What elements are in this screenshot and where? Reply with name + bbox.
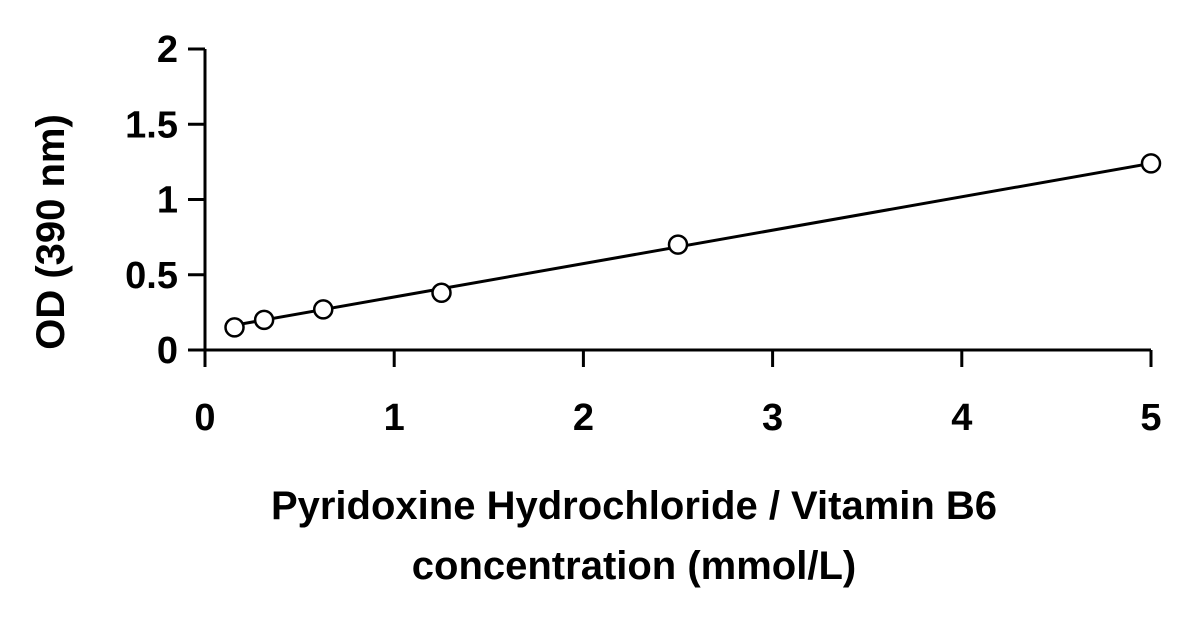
y-tick-label: 0: [157, 330, 178, 372]
x-tick-label: 2: [573, 397, 594, 439]
y-tick-label: 0.5: [125, 255, 178, 297]
x-tick-label: 3: [762, 397, 783, 439]
data-point: [313, 299, 334, 320]
ticks: 0 0.5 1 1.5 2 0 1 2 3 4 5: [125, 29, 1161, 439]
x-tick-label: 1: [384, 397, 405, 439]
data-point: [667, 234, 689, 255]
y-tick-label: 2: [157, 29, 178, 71]
y-tick-label: 1: [157, 180, 178, 222]
x-tick-label: 5: [1140, 397, 1161, 439]
axis-titles: OD (390 nm) Pyridoxine Hydrochloride / V…: [29, 114, 997, 588]
trendline: [234, 161, 1152, 327]
data-points: [224, 153, 1162, 338]
data-point: [1140, 153, 1162, 174]
data-point: [224, 317, 245, 338]
y-tick-label: 1.5: [125, 104, 178, 146]
data-point: [431, 282, 452, 304]
y-axis-title: OD (390 nm): [29, 114, 73, 350]
trendline-layer: [234, 161, 1152, 327]
x-axis-title-line-1: Pyridoxine Hydrochloride / Vitamin B6: [271, 484, 997, 528]
x-tick-label: 0: [194, 397, 215, 439]
x-axis-title-line-2: concentration (mmol/L): [412, 544, 856, 588]
x-tick-label: 4: [951, 397, 972, 439]
data-point: [253, 309, 275, 331]
